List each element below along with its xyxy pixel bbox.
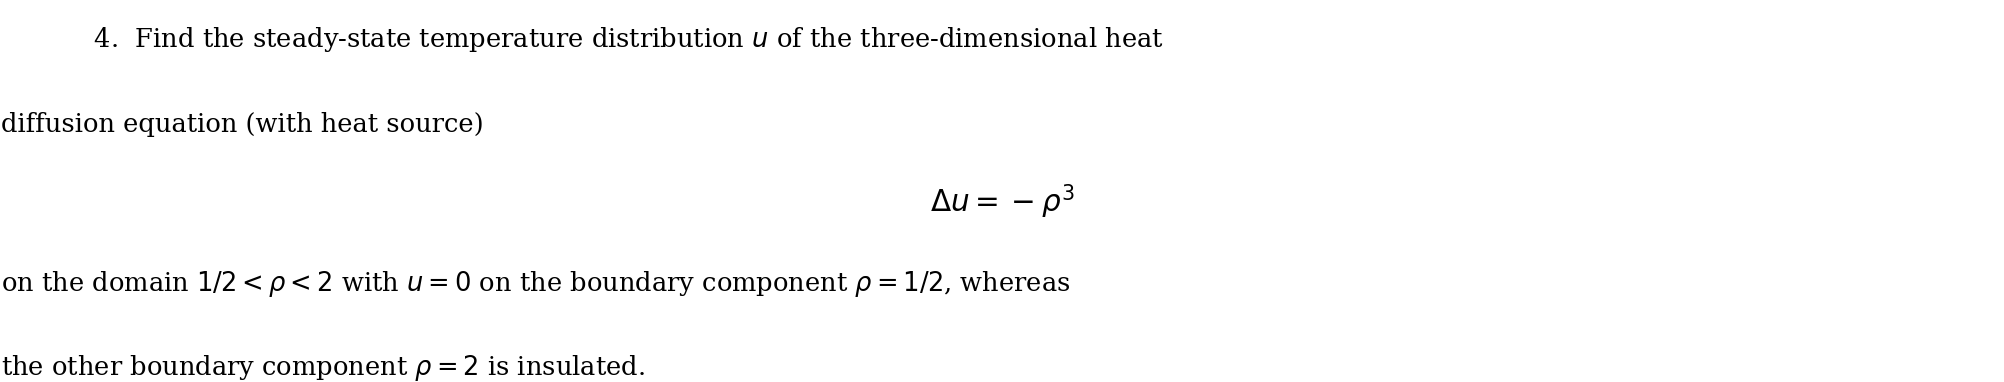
Text: diffusion equation (with heat source): diffusion equation (with heat source) — [2, 112, 485, 137]
Text: the other boundary component $\rho = 2$ is insulated.: the other boundary component $\rho = 2$ … — [2, 353, 645, 382]
Text: on the domain $1/2 < \rho < 2$ with $u = 0$ on the boundary component $\rho = 1/: on the domain $1/2 < \rho < 2$ with $u =… — [2, 269, 1070, 299]
Text: 4.  Find the steady-state temperature distribution $u$ of the three-dimensional : 4. Find the steady-state temperature dis… — [62, 25, 1164, 54]
Text: $\Delta u = -\rho^3$: $\Delta u = -\rho^3$ — [930, 182, 1074, 220]
